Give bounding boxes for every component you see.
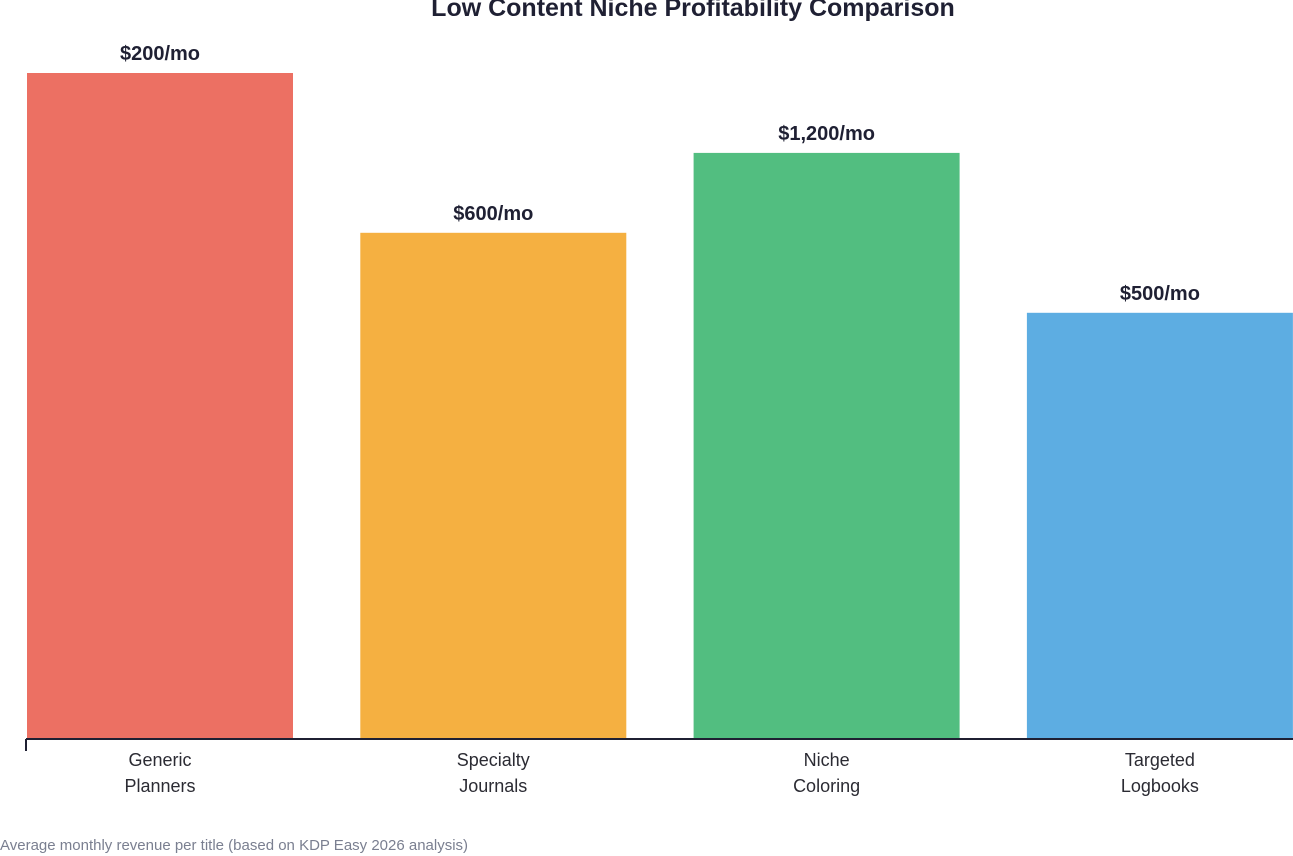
category-label-line: Specialty xyxy=(457,750,530,770)
category-label: Specialty Journals xyxy=(457,750,530,796)
bar-value-label: $1,200/mo xyxy=(778,123,875,145)
category-label-line: Targeted xyxy=(1125,750,1195,770)
category-label-line: Planners xyxy=(124,776,195,796)
category-label-line: Coloring xyxy=(793,776,860,796)
bar-value-label: $500/mo xyxy=(1120,283,1200,305)
bar-2 xyxy=(693,152,960,739)
category-label-line: Journals xyxy=(459,776,527,796)
footnote: Average monthly revenue per title (based… xyxy=(0,837,469,854)
category-label: Generic Planners xyxy=(124,750,195,796)
category-label: Niche Coloring xyxy=(793,750,860,796)
bars-layer xyxy=(27,73,1293,740)
bar-value-label: $600/mo xyxy=(453,203,533,225)
bar-1 xyxy=(360,232,627,740)
category-label-line: Generic xyxy=(128,750,191,770)
bar-3 xyxy=(1026,312,1293,739)
category-label-line: Logbooks xyxy=(1121,776,1199,796)
bar-value-label: $200/mo xyxy=(120,43,200,65)
category-label-line: Niche xyxy=(804,750,850,770)
value-labels-layer: $200/mo $600/mo $1,200/mo $500/mo xyxy=(120,43,1200,305)
chart-title: Low Content Niche Profitability Comparis… xyxy=(431,0,955,22)
category-labels-layer: Generic Planners Specialty Journals Niche Col… xyxy=(124,750,1198,796)
x-axis xyxy=(25,738,1293,751)
bar-0 xyxy=(27,73,293,739)
category-label: Targeted Logbooks xyxy=(1121,750,1199,796)
